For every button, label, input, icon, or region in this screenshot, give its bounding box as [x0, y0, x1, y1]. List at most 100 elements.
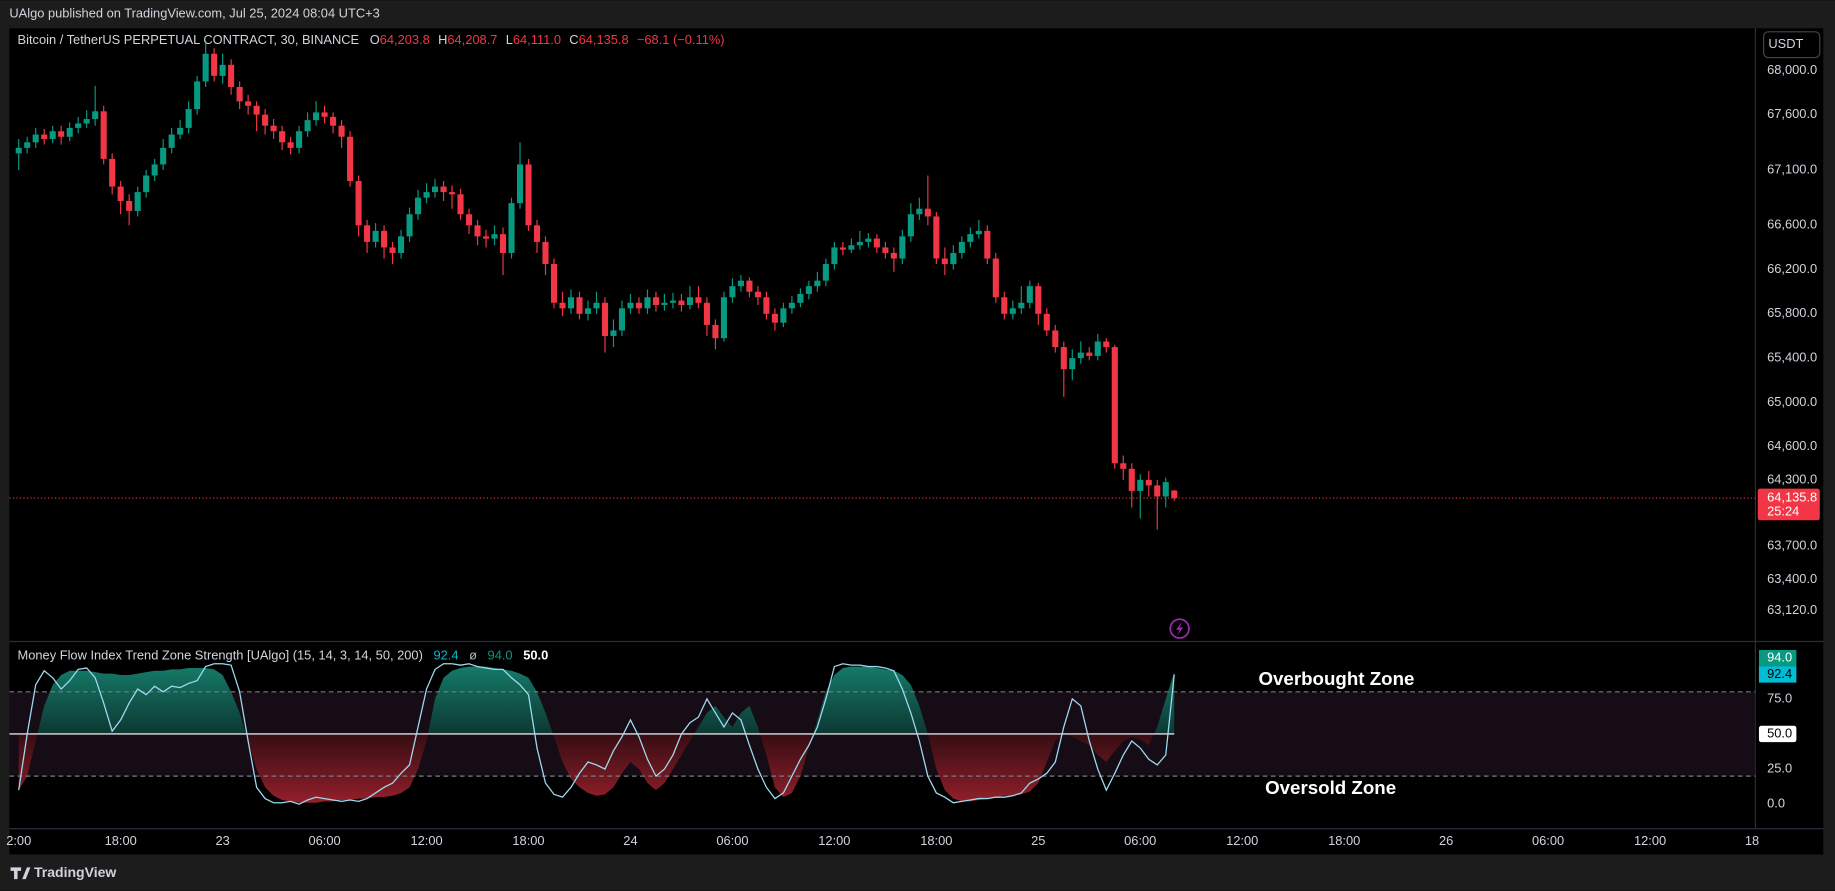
candle-body [457, 194, 464, 215]
candle-body [508, 203, 515, 253]
alert-bolt[interactable] [1176, 621, 1184, 636]
x-tick-label: 26 [1439, 833, 1453, 848]
candle-body [100, 111, 107, 159]
overbought-label: Overbought Zone [1258, 668, 1414, 689]
last-price-badge [1757, 488, 1820, 521]
candle-body [729, 286, 736, 298]
y-tick-label: 25.0 [1767, 760, 1792, 775]
candle-body [126, 200, 133, 211]
candle-body [746, 280, 753, 292]
candle-body [482, 236, 490, 239]
indicator-zone-value: 94.0 [488, 648, 513, 663]
x-tick-label: 18:00 [512, 833, 544, 848]
candle-body [780, 308, 787, 323]
candle-body [296, 131, 303, 148]
indicator-legend: Money Flow Index Trend Zone Strength [UA… [18, 648, 549, 663]
candle-body [287, 142, 294, 148]
candle-body [1086, 352, 1093, 356]
candle-body [1069, 358, 1076, 370]
ohlc-letter: L [506, 33, 513, 48]
candle-body [49, 131, 56, 139]
candle-body [236, 86, 243, 102]
candle-body [389, 247, 396, 253]
ohlc-value: 64,135.8 [579, 33, 629, 48]
x-tick-label: 24 [623, 833, 637, 848]
candle-body [873, 238, 880, 248]
currency-button[interactable]: USDT [1763, 31, 1821, 59]
x-tick-label: 06:00 [716, 833, 748, 848]
candle-body [338, 125, 345, 137]
currency-button-box[interactable] [1763, 31, 1821, 59]
candle-body [423, 192, 430, 198]
y-tick-label: 0.0 [1767, 796, 1785, 811]
ohlc-letter: C [569, 33, 578, 48]
candle-body [992, 258, 999, 298]
candle-body [202, 53, 209, 82]
candle-body [899, 236, 906, 259]
candle-body [1171, 490, 1178, 499]
candle-body [865, 238, 872, 242]
candle-body [984, 230, 991, 259]
candle-body [465, 214, 473, 226]
candle-body [415, 197, 422, 215]
candle-body [491, 234, 498, 239]
x-tick-label: 25 [1031, 833, 1045, 848]
candle-body [618, 308, 626, 331]
brand: TradingView [10, 864, 116, 880]
candle-body [797, 293, 804, 303]
candle-body [941, 258, 948, 265]
candle-body [194, 81, 201, 110]
candle-body [1111, 347, 1118, 464]
candle-body [559, 302, 566, 309]
candle-body [219, 64, 226, 76]
candle-body [372, 230, 379, 242]
candle-body [245, 101, 252, 106]
candle-body [151, 164, 158, 176]
candle-body [533, 225, 541, 242]
change-value: −68.1 (−0.11%) [637, 33, 725, 48]
candle-body [313, 112, 320, 121]
currency-label[interactable]: USDT [1768, 36, 1803, 51]
oversold-label: Oversold Zone [1265, 777, 1396, 798]
x-tick-label: 18:00 [1328, 833, 1360, 848]
plot-area [9, 42, 1756, 805]
zone-badge [1758, 649, 1797, 667]
candle-body [41, 134, 48, 139]
candle-body [610, 330, 617, 336]
candle-body [211, 53, 218, 76]
candle-body [185, 109, 192, 128]
x-tick-label: 2:00 [6, 833, 31, 848]
candle-body [347, 136, 354, 182]
y-tick-label: 75.0 [1767, 690, 1792, 705]
candle-body [228, 64, 235, 87]
candle-body [66, 127, 73, 137]
candle-body [542, 241, 549, 265]
candle-body [635, 302, 643, 309]
candle-body [924, 208, 931, 217]
candle-body [1035, 286, 1042, 314]
candle-body [109, 158, 116, 187]
candle-body [1154, 485, 1161, 497]
candle-body [143, 175, 150, 193]
last-price-label: 64,135.8 [1767, 489, 1817, 504]
ohlc-value: 64,208.7 [447, 33, 497, 48]
alert-circle[interactable] [1169, 618, 1190, 639]
ohlc-letter: O [370, 33, 380, 48]
candle-body [1001, 297, 1008, 314]
x-tick-label: 12:00 [410, 833, 442, 848]
candle-body [1128, 468, 1135, 491]
candle-body [567, 297, 575, 309]
candle-body [92, 111, 99, 120]
candle-body [627, 302, 634, 309]
candle-body [788, 302, 795, 309]
candle-body [593, 302, 600, 309]
alert-icon[interactable] [1169, 618, 1190, 639]
brand-name: TradingView [34, 864, 116, 880]
candle-body [381, 230, 388, 248]
candle-body [32, 134, 39, 143]
candle-body [177, 127, 184, 135]
candle-body [975, 230, 982, 235]
mid-badge-label: 50.0 [1767, 725, 1792, 740]
